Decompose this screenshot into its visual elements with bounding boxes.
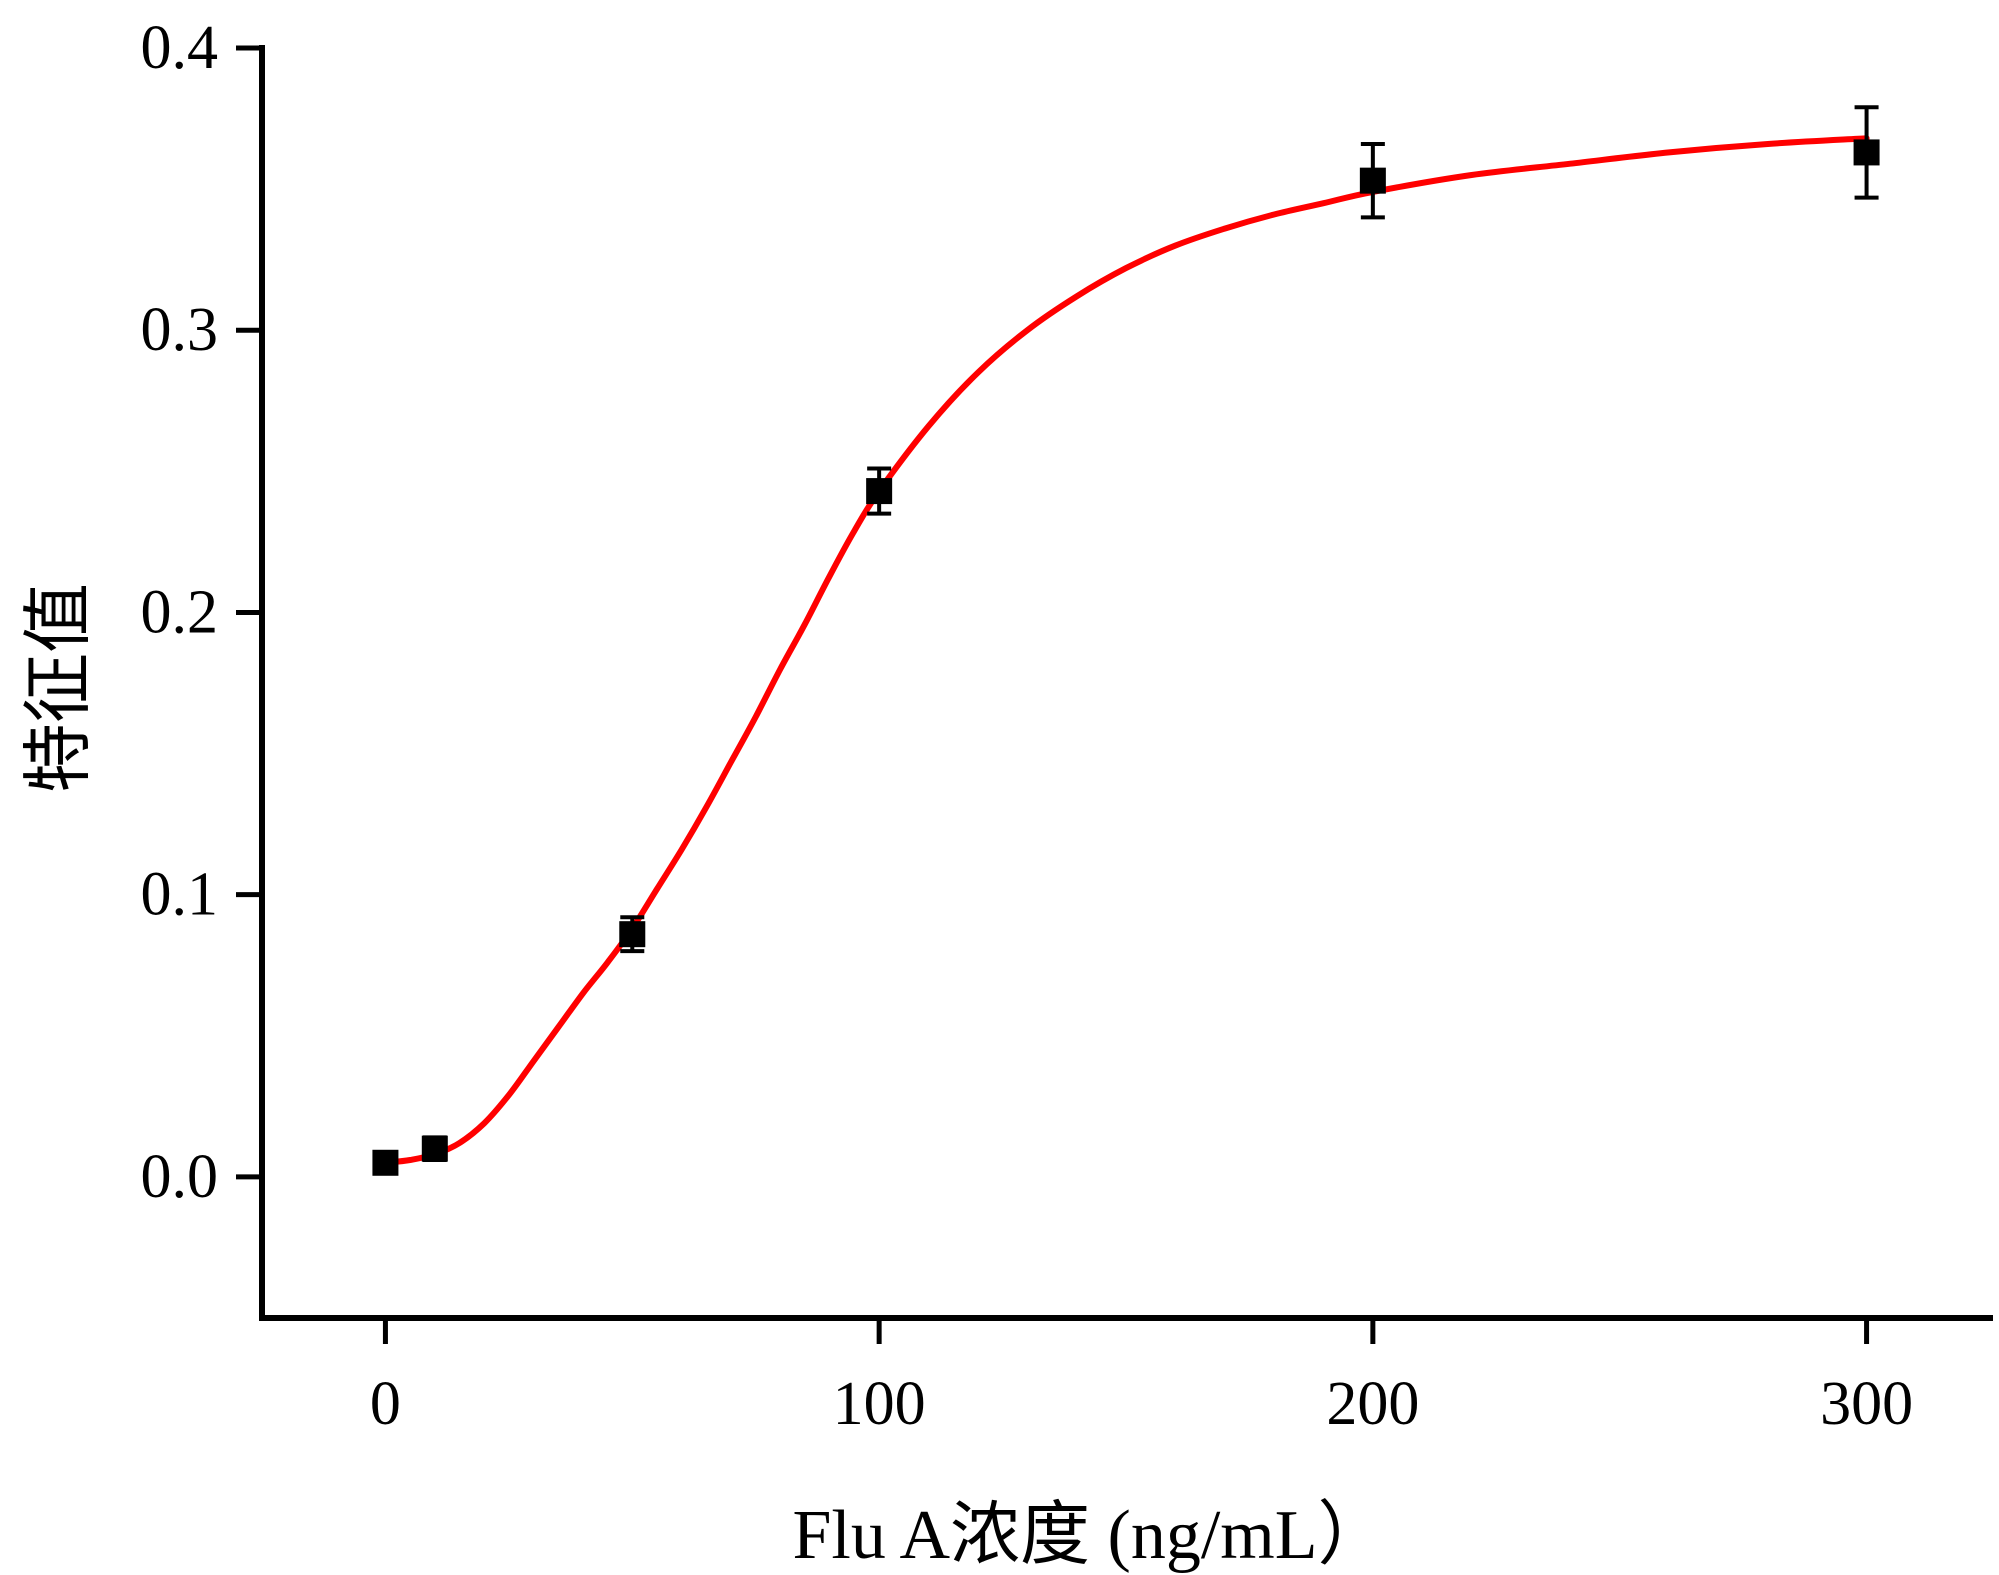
point-marker xyxy=(1853,139,1880,166)
y-tick-label: 0.2 xyxy=(141,578,219,646)
x-tick-label: 100 xyxy=(833,1370,926,1438)
data-point xyxy=(372,1149,399,1176)
data-point xyxy=(866,466,893,516)
data-point xyxy=(619,915,646,954)
x-tick-label: 200 xyxy=(1326,1370,1419,1438)
x-axis-title: Flu A浓度 (ng/mL） xyxy=(792,1497,1387,1574)
y-axis-title: 特征值 xyxy=(21,583,98,793)
y-tick-label: 0.0 xyxy=(141,1143,219,1211)
fit-curve xyxy=(382,135,1870,1166)
data-points xyxy=(372,105,1880,1176)
data-point xyxy=(421,1135,448,1162)
fit-curve-group xyxy=(382,135,1870,1166)
point-marker xyxy=(866,478,893,505)
point-marker xyxy=(421,1135,448,1162)
y-tick-label: 0.3 xyxy=(141,296,219,364)
y-tick-label: 0.4 xyxy=(141,14,219,82)
data-point xyxy=(1359,141,1386,220)
point-marker xyxy=(372,1149,399,1176)
point-marker xyxy=(1359,167,1386,194)
x-tick-label: 300 xyxy=(1820,1370,1913,1438)
axes xyxy=(259,45,1993,1321)
data-point xyxy=(1853,105,1880,200)
y-tick-label: 0.1 xyxy=(141,861,219,929)
x-tick-label: 0 xyxy=(370,1370,401,1438)
ticks: 0.0 0.1 0.2 0.3 0.4 0 100 200 300 xyxy=(141,14,1914,1438)
point-marker xyxy=(619,921,646,948)
